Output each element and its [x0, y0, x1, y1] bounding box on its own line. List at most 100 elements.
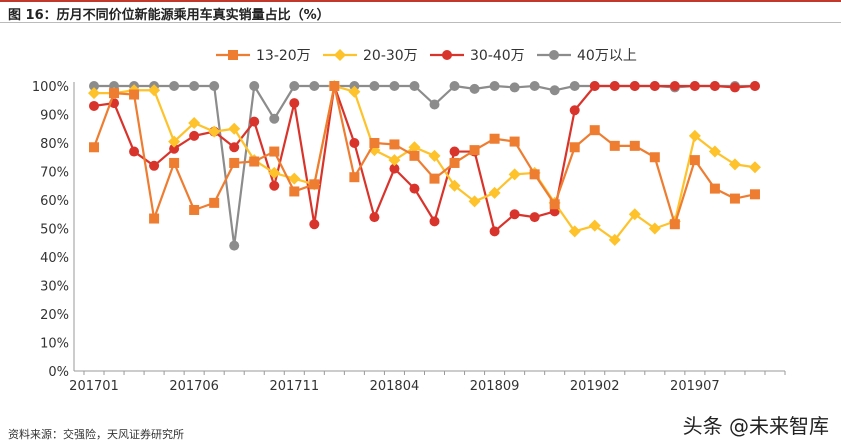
- data-point: [348, 85, 361, 98]
- data-point: [269, 146, 280, 157]
- data-point: [429, 99, 440, 110]
- data-point: [409, 150, 420, 161]
- data-point: [408, 141, 421, 154]
- y-tick-label: 60%: [40, 194, 69, 209]
- y-tick-label: 100%: [32, 80, 69, 95]
- x-tick-label: 201907: [670, 379, 720, 394]
- data-point: [549, 85, 560, 96]
- y-tick-label: 70%: [40, 166, 69, 181]
- data-point: [569, 105, 580, 116]
- chart-legend: 13-20万 20-30万 30-40万 40万以上: [216, 48, 637, 64]
- legend-label: 30-40万: [470, 48, 525, 64]
- x-tick-label: 201706: [169, 379, 219, 394]
- y-tick-label: 50%: [40, 223, 69, 238]
- data-point: [429, 173, 440, 184]
- data-point: [729, 193, 740, 204]
- data-point: [529, 169, 540, 180]
- data-point: [89, 81, 99, 91]
- data-point: [349, 138, 360, 148]
- data-point: [249, 116, 260, 127]
- data-point: [608, 233, 621, 246]
- data-point: [669, 81, 680, 91]
- legend-swatch-marker: [334, 49, 346, 61]
- data-point: [568, 225, 581, 238]
- data-point: [589, 81, 600, 91]
- data-point: [249, 81, 260, 91]
- data-point: [189, 130, 200, 141]
- data-point: [449, 81, 460, 91]
- data-point: [449, 146, 460, 157]
- data-point: [189, 204, 200, 215]
- data-point: [88, 87, 100, 100]
- data-point: [569, 81, 580, 91]
- y-tick-label: 0%: [48, 365, 69, 380]
- data-point: [509, 209, 520, 220]
- data-point: [89, 100, 99, 111]
- data-point: [448, 179, 461, 192]
- chart-axes: 0% 10% 20% 30% 40% 50% 60% 70% 80% 90% 100% 201701 2…: [32, 80, 786, 394]
- data-point: [529, 212, 540, 223]
- data-point: [309, 219, 320, 230]
- data-point: [89, 142, 99, 153]
- data-point: [729, 82, 740, 93]
- data-point: [209, 81, 220, 91]
- data-point: [329, 81, 340, 91]
- data-point: [228, 122, 241, 135]
- data-point: [609, 81, 620, 91]
- data-point: [749, 189, 760, 200]
- y-tick-label: 20%: [40, 308, 69, 323]
- watermark: 头条 @未来智库: [682, 414, 829, 438]
- title-divider: [0, 22, 841, 23]
- data-point: [168, 135, 181, 148]
- data-point: [389, 81, 400, 91]
- y-tick-label: 10%: [40, 337, 69, 352]
- data-point: [229, 142, 240, 153]
- data-point: [509, 136, 520, 147]
- data-point: [229, 157, 240, 168]
- chart-series: [88, 80, 761, 251]
- data-point: [289, 98, 300, 109]
- y-tick-label: 80%: [40, 137, 69, 152]
- data-point: [649, 152, 660, 163]
- data-point: [588, 219, 601, 232]
- legend-item: 30-40万: [430, 48, 525, 64]
- data-point: [309, 179, 320, 190]
- data-point: [229, 240, 240, 251]
- data-point: [189, 81, 200, 91]
- series-line: [94, 84, 756, 241]
- data-point: [508, 168, 521, 181]
- data-point: [709, 81, 720, 91]
- data-point: [689, 155, 700, 166]
- data-point: [208, 125, 221, 138]
- header-accent-line: [0, 0, 841, 2]
- x-tick-label: 201711: [269, 379, 319, 394]
- data-point: [309, 81, 320, 91]
- data-point: [369, 212, 380, 223]
- data-point: [389, 163, 400, 174]
- data-point: [708, 145, 721, 158]
- data-point: [369, 138, 380, 148]
- data-point: [469, 83, 480, 94]
- series-line: [92, 84, 756, 226]
- data-point: [369, 81, 380, 91]
- data-point: [169, 81, 180, 91]
- legend-label: 40万以上: [577, 48, 637, 64]
- data-point: [349, 172, 360, 183]
- data-point: [188, 117, 201, 130]
- data-point: [629, 81, 640, 91]
- data-point: [129, 89, 140, 100]
- data-point: [549, 199, 560, 210]
- data-point: [389, 139, 400, 150]
- data-point: [489, 81, 500, 91]
- data-point: [209, 197, 220, 208]
- data-point: [629, 140, 640, 151]
- data-point: [428, 149, 441, 162]
- data-point: [169, 157, 180, 168]
- data-point: [409, 183, 420, 194]
- x-tick-label: 201902: [570, 379, 620, 394]
- data-point: [669, 219, 680, 230]
- data-point: [529, 81, 540, 91]
- legend-item: 40万以上: [537, 48, 637, 64]
- data-point: [649, 81, 660, 91]
